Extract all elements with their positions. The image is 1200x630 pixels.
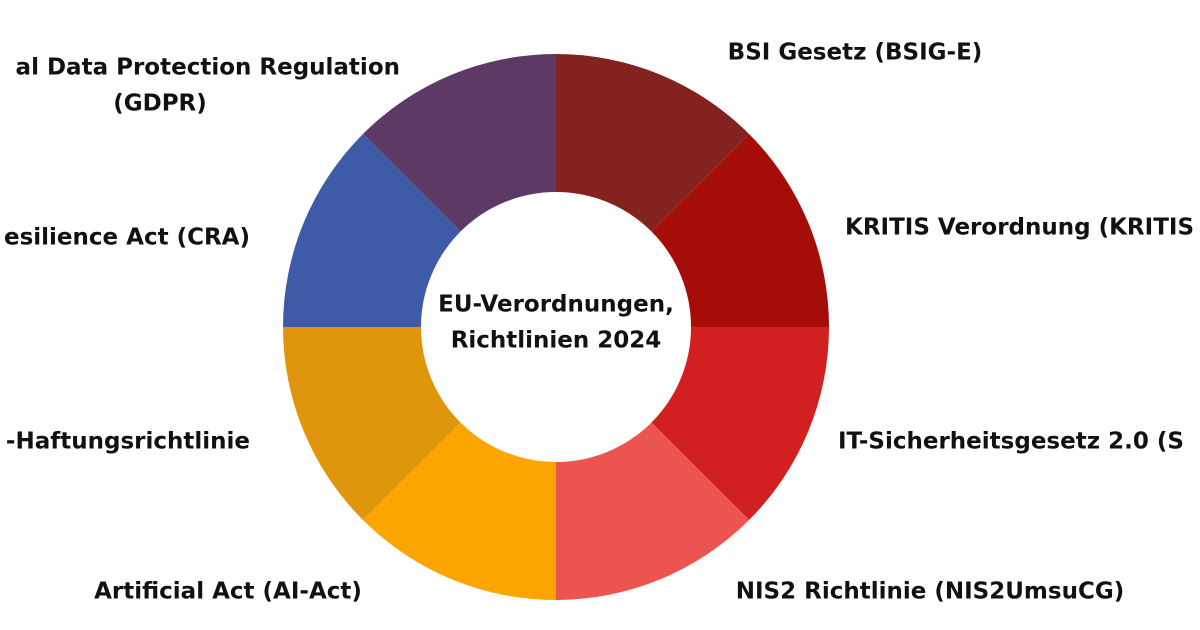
center-title: Richtlinien 2024 <box>451 328 662 354</box>
donut-segment <box>556 54 750 232</box>
donut-segment <box>283 327 461 521</box>
center-title: EU-Verordnungen, <box>438 292 674 318</box>
donut-segment <box>283 133 461 327</box>
donut-segment <box>362 54 556 232</box>
donut-segment <box>362 422 556 600</box>
segment-label: NIS2 Richtlinie (NIS2UmsuCG) <box>736 579 1124 605</box>
donut-segment <box>651 327 830 521</box>
segment-label: -Haftungsrichtlinie <box>6 429 250 455</box>
segment-label: IT-Sicherheitsgesetz 2.0 (S <box>838 429 1184 455</box>
donut-segment <box>651 133 830 327</box>
segment-label: esilience Act (CRA) <box>4 225 250 251</box>
donut-segment <box>556 422 750 600</box>
segment-label: (GDPR) <box>113 91 207 117</box>
segment-label: KRITIS Verordnung (KRITIS <box>845 215 1194 241</box>
segment-label: BSI Gesetz (BSIG-E) <box>728 40 983 66</box>
segment-label: al Data Protection Regulation <box>16 55 400 81</box>
segment-label: Artificial Act (AI-Act) <box>94 579 362 605</box>
